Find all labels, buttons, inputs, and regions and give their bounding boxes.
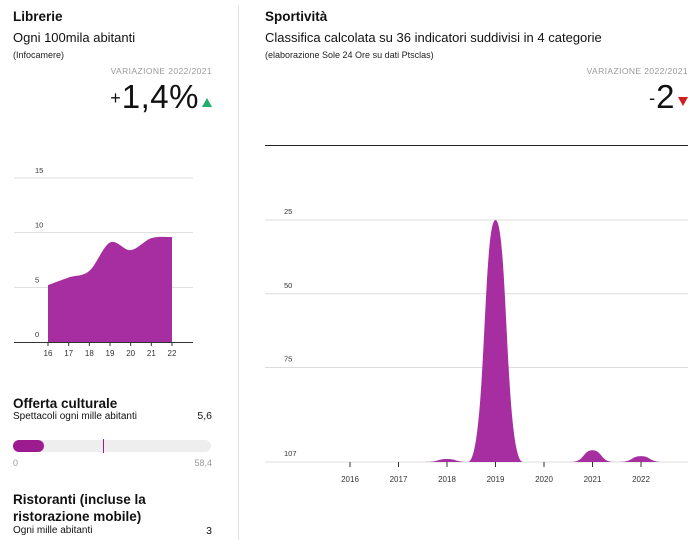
y-tick-label: 25 [284, 207, 292, 216]
offerta-bar-track [13, 440, 211, 452]
offerta-min: 0 [13, 458, 19, 468]
sportivita-variation-value: 2 [656, 78, 675, 115]
sportivita-area-chart: 25 50 75 107 2016 2017 2018 2019 2020 2021 2022 [265, 207, 688, 484]
librerie-source: (Infocamere) [13, 50, 65, 60]
x-tick-label: 2021 [584, 475, 602, 484]
rank-peak-2019 [467, 220, 524, 462]
x-tick-label: 2018 [438, 475, 456, 484]
librerie-variation-sign: + [110, 88, 121, 108]
left-column: Librerie Ogni 100mila abitanti (Infocame… [0, 0, 222, 540]
offerta-bar-fill [13, 440, 44, 452]
right-column: Sportività Classifica calcolata su 36 in… [246, 0, 696, 540]
y-tick-label: 15 [35, 166, 43, 175]
librerie-title: Librerie [13, 9, 63, 24]
ristoranti-title: Ristoranti (incluse la ristorazione mobi… [13, 492, 146, 524]
x-tick-label: 2017 [390, 475, 408, 484]
librerie-variation: +1,4% [110, 78, 212, 116]
y-tick-label: 50 [284, 281, 292, 290]
y-tick-label: 0 [35, 330, 39, 339]
ristoranti-label: Ogni mille abitanti [13, 525, 93, 536]
librerie-variation-value: 1,4% [121, 78, 199, 115]
offerta-title: Offerta culturale [13, 396, 118, 411]
librerie-subtitle: Ogni 100mila abitanti [13, 30, 136, 45]
area-series [48, 236, 172, 342]
offerta-label: Spettacoli ogni mille abitanti [13, 411, 137, 422]
x-tick-label: 2020 [535, 475, 553, 484]
x-tick-label: 2019 [487, 475, 505, 484]
trend-up-icon [202, 98, 212, 107]
rank-peak-2021 [570, 450, 615, 462]
rank-peak-2022 [619, 456, 663, 462]
ristoranti-value: 3 [206, 525, 212, 537]
y-tick-label: 75 [284, 355, 292, 364]
rank-peak-2018 [425, 459, 469, 462]
y-tick-label: 10 [35, 221, 43, 230]
column-divider [238, 6, 239, 540]
x-tick-label: 19 [106, 349, 115, 358]
x-tick-label: 22 [168, 349, 177, 358]
x-tick-label: 16 [44, 349, 53, 358]
x-tick-label: 2016 [341, 475, 359, 484]
sportivita-variation-sign: - [649, 88, 656, 108]
x-tick-label: 2022 [632, 475, 650, 484]
x-tick-label: 18 [85, 349, 94, 358]
y-tick-label: 5 [35, 275, 39, 284]
y-tick-label: 107 [284, 449, 297, 458]
trend-down-icon [678, 97, 688, 106]
offerta-bar-marker [102, 439, 105, 453]
header-rule [265, 145, 688, 146]
offerta-max: 58,4 [194, 458, 212, 468]
librerie-variation-label: VARIAZIONE 2022/2021 [110, 66, 212, 76]
sportivita-subtitle: Classifica calcolata su 36 indicatori su… [265, 30, 602, 45]
sportivita-source: (elaborazione Sole 24 Ore su dati Ptscla… [265, 50, 434, 60]
x-tick-label: 21 [147, 349, 156, 358]
sportivita-variation-label: VARIAZIONE 2022/2021 [586, 66, 688, 76]
offerta-value: 5,6 [197, 410, 212, 422]
librerie-area-chart: 15 10 5 0 16 17 18 19 20 21 22 [14, 166, 193, 358]
x-tick-label: 20 [126, 349, 135, 358]
x-tick-label: 17 [64, 349, 73, 358]
sportivita-variation: -2 [649, 78, 688, 116]
sportivita-title: Sportività [265, 9, 328, 24]
